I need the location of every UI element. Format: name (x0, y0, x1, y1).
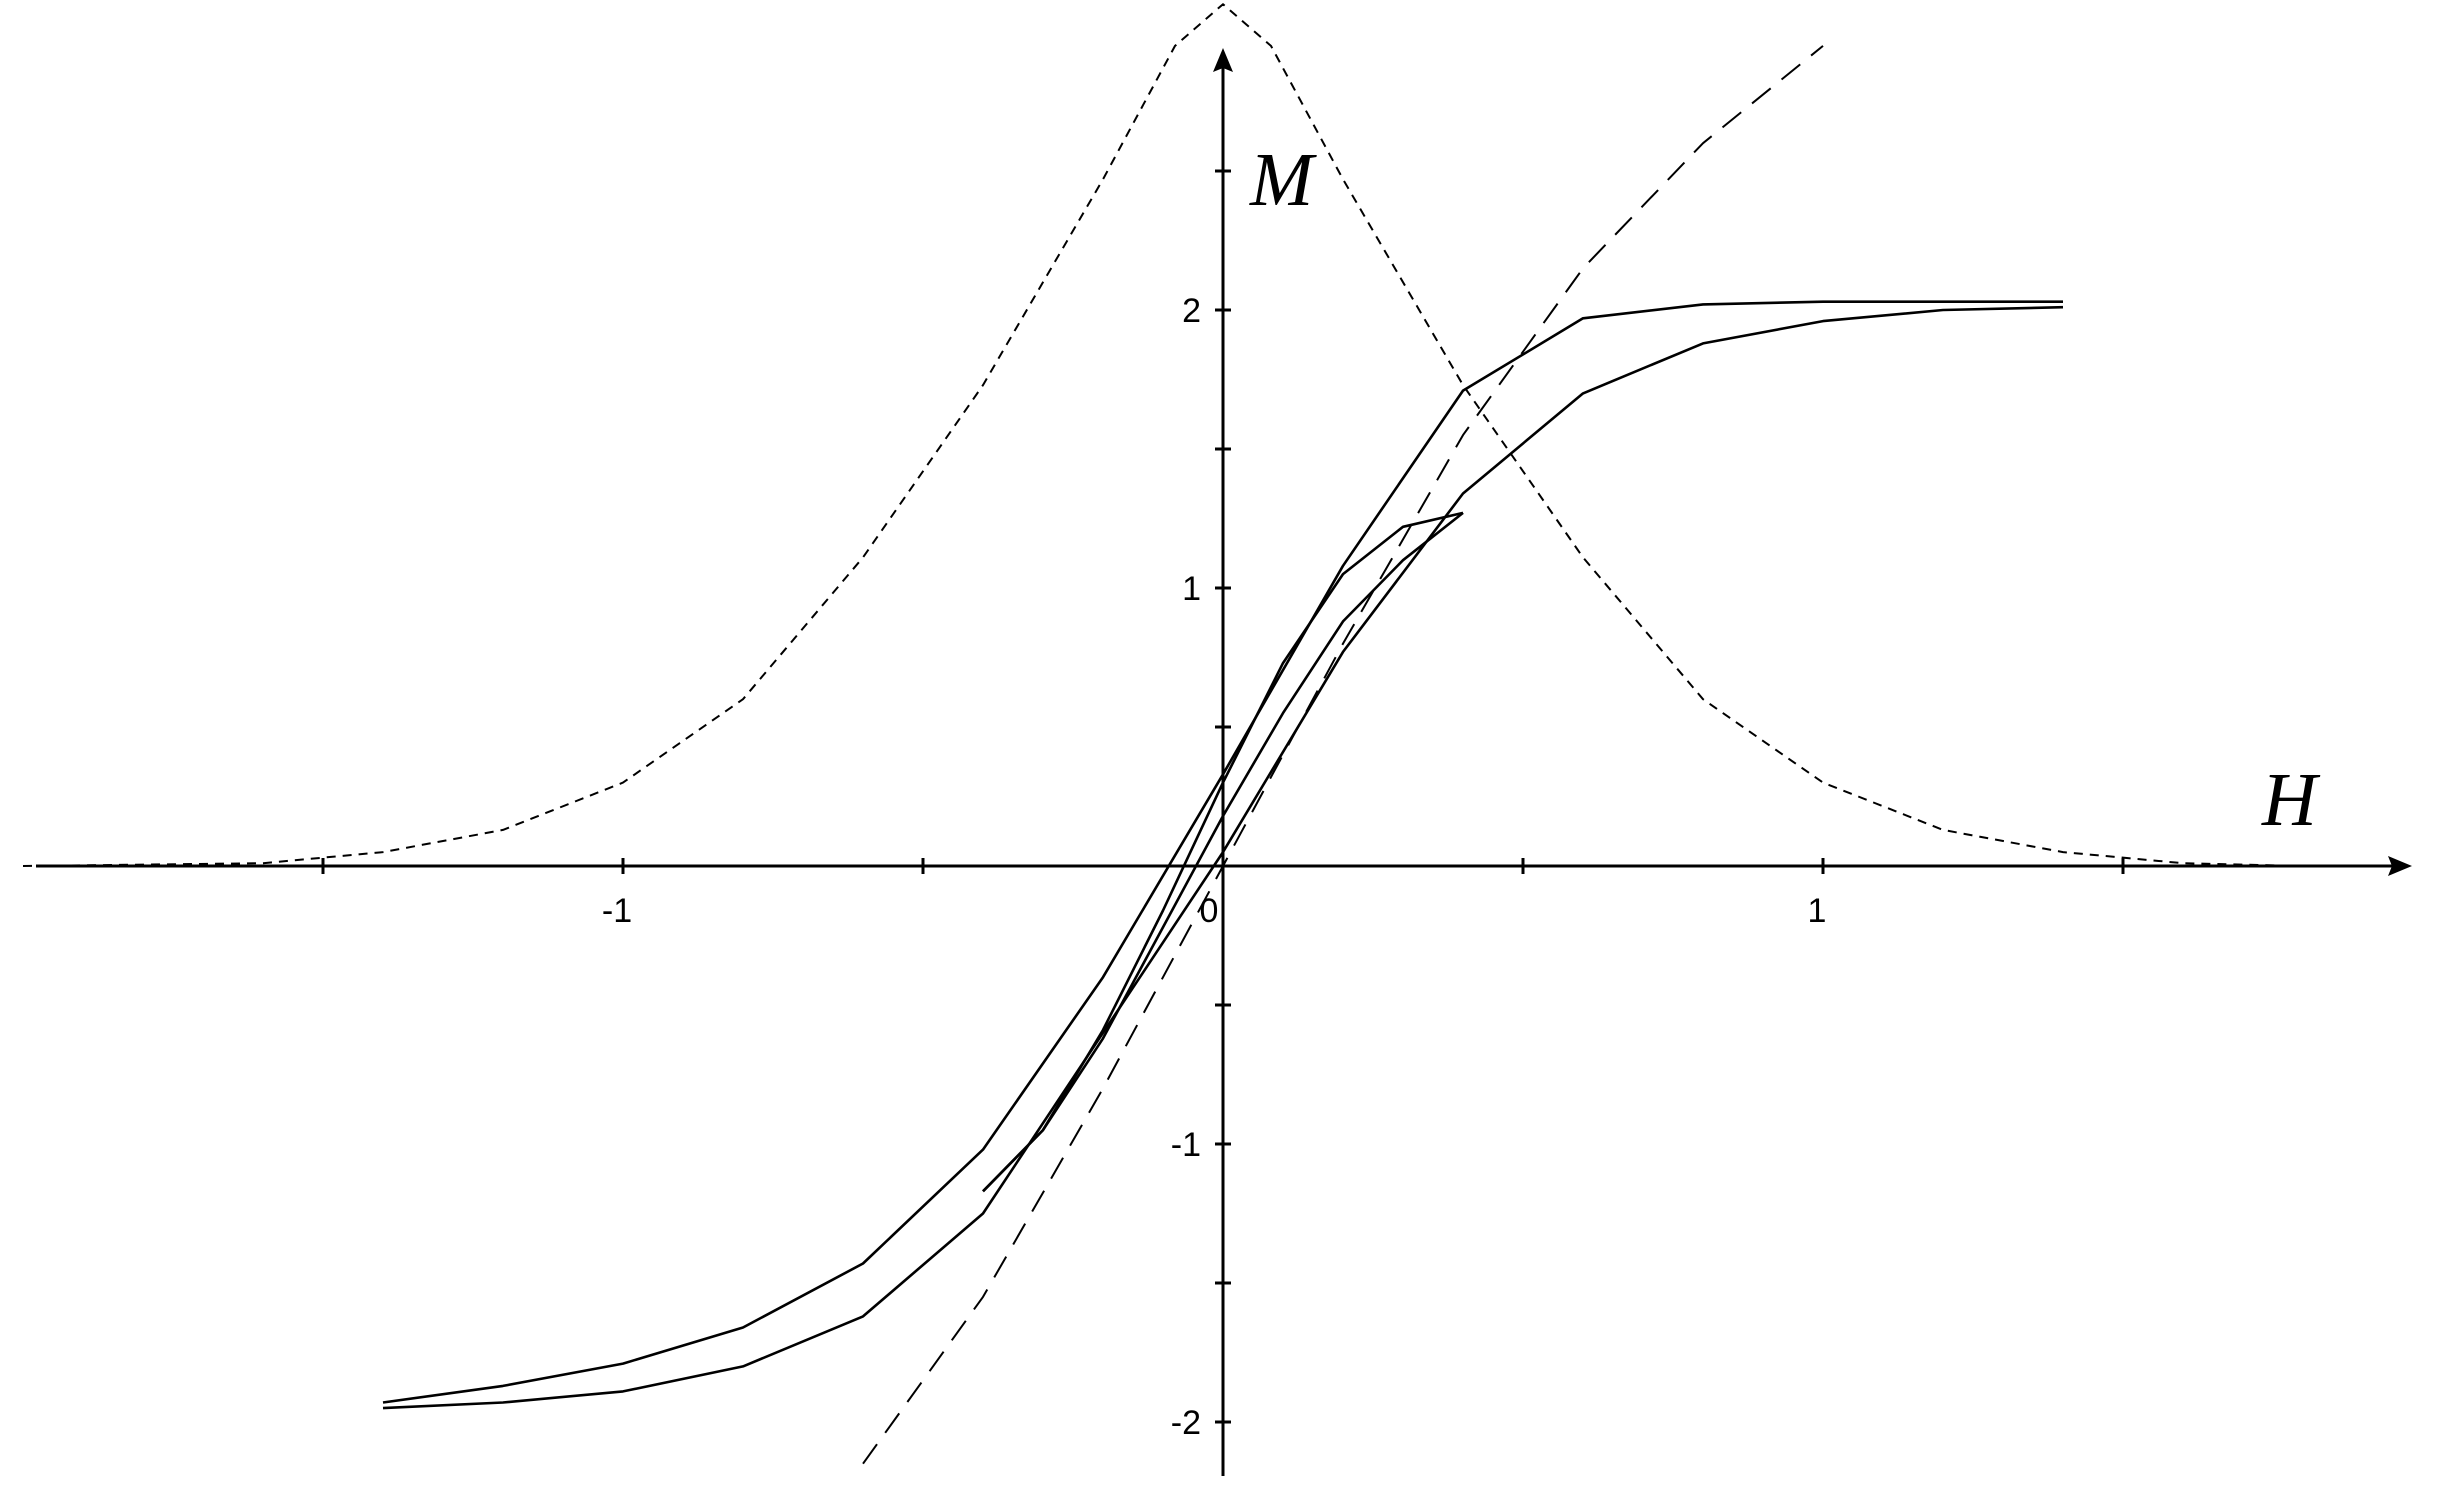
y-tick-label: 2 (1182, 292, 1201, 330)
x-tick-label: 1 (1808, 892, 1827, 930)
axes-group (36, 48, 2412, 1476)
y-tick-label: 1 (1182, 570, 1201, 608)
series-line-2 (862, 45, 1824, 1465)
y-tick-label: -1 (1171, 1126, 1201, 1164)
curves-group (22, 3, 2304, 1465)
x-tick-label: -1 (602, 892, 632, 930)
y-tick-label: -2 (1171, 1404, 1201, 1442)
series-line-1 (22, 3, 2304, 867)
x-axis-label: H (2261, 758, 2321, 842)
x-axis-arrow (2388, 856, 2412, 876)
y-axis-label: M (1249, 138, 1317, 222)
y-axis-arrow (1213, 48, 1233, 72)
ticks-group: -1 0 1 -2 -1 1 2 (321, 169, 2125, 1442)
x-tick-label: 0 (1200, 892, 1219, 930)
